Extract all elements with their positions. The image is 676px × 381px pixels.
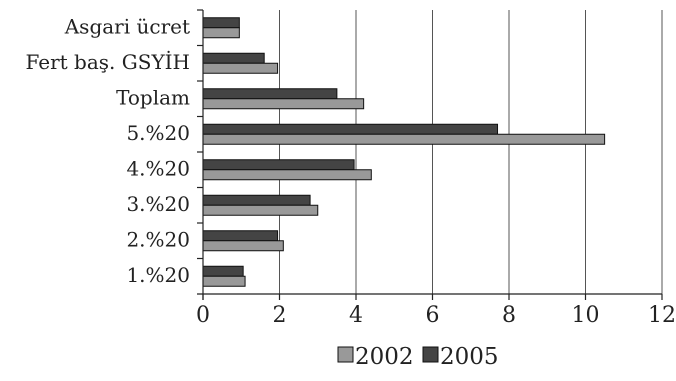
bar-2005-asgari-cret <box>202 17 240 29</box>
legend-swatch-2002 <box>337 346 354 363</box>
category-label: Toplam <box>116 85 190 109</box>
legend: 2002 2005 <box>337 344 499 370</box>
bar-2005-1-20 <box>202 265 244 277</box>
gridlines <box>279 10 663 294</box>
bar-2002-1-20 <box>202 275 246 287</box>
category-label: 5.%20 <box>126 121 190 145</box>
bar-2002-fert-ba-gsyi-h <box>202 62 279 74</box>
x-tick-label: 2 <box>273 303 287 328</box>
bar-2005-4-20 <box>202 159 355 171</box>
legend-swatch-2005 <box>422 346 439 363</box>
bar-2002-toplam <box>202 98 365 110</box>
category-label: 3.%20 <box>126 192 190 216</box>
x-tick-label: 4 <box>349 303 363 328</box>
category-label: 2.%20 <box>126 227 190 251</box>
bar-2005-5-20 <box>202 123 499 135</box>
bars <box>202 17 606 287</box>
x-tick-label: 12 <box>648 303 676 328</box>
bar-2002-3-20 <box>202 204 319 216</box>
bar-2002-asgari-cret <box>202 27 240 39</box>
x-tick-label: 0 <box>196 303 210 328</box>
category-label: Fert baş. GSYİH <box>25 50 190 74</box>
bar-2005-fert-ba-gsyi-h <box>202 52 265 64</box>
bar-2005-2-20 <box>202 230 279 242</box>
category-labels: Asgari ücret Fert baş. GSYİH Toplam 5.%20 4.… <box>25 14 190 287</box>
bar-2002-2-20 <box>202 240 284 252</box>
bar-2002-4-20 <box>202 169 372 181</box>
axes <box>197 9 663 300</box>
x-tick-label: 8 <box>502 303 516 328</box>
bar-2002-5-20 <box>202 133 606 145</box>
category-label: 4.%20 <box>126 156 190 180</box>
bar-2005-3-20 <box>202 194 311 206</box>
legend-label-2002: 2002 <box>355 344 414 370</box>
x-tick-label: 6 <box>426 303 440 328</box>
x-tick-label: 10 <box>572 303 600 328</box>
legend-label-2005: 2005 <box>440 344 499 370</box>
bar-2005-toplam <box>202 88 338 100</box>
tick-labels: 0 2 4 6 8 10 12 <box>196 303 676 328</box>
category-label: 1.%20 <box>126 263 190 287</box>
category-label: Asgari ücret <box>64 14 190 38</box>
